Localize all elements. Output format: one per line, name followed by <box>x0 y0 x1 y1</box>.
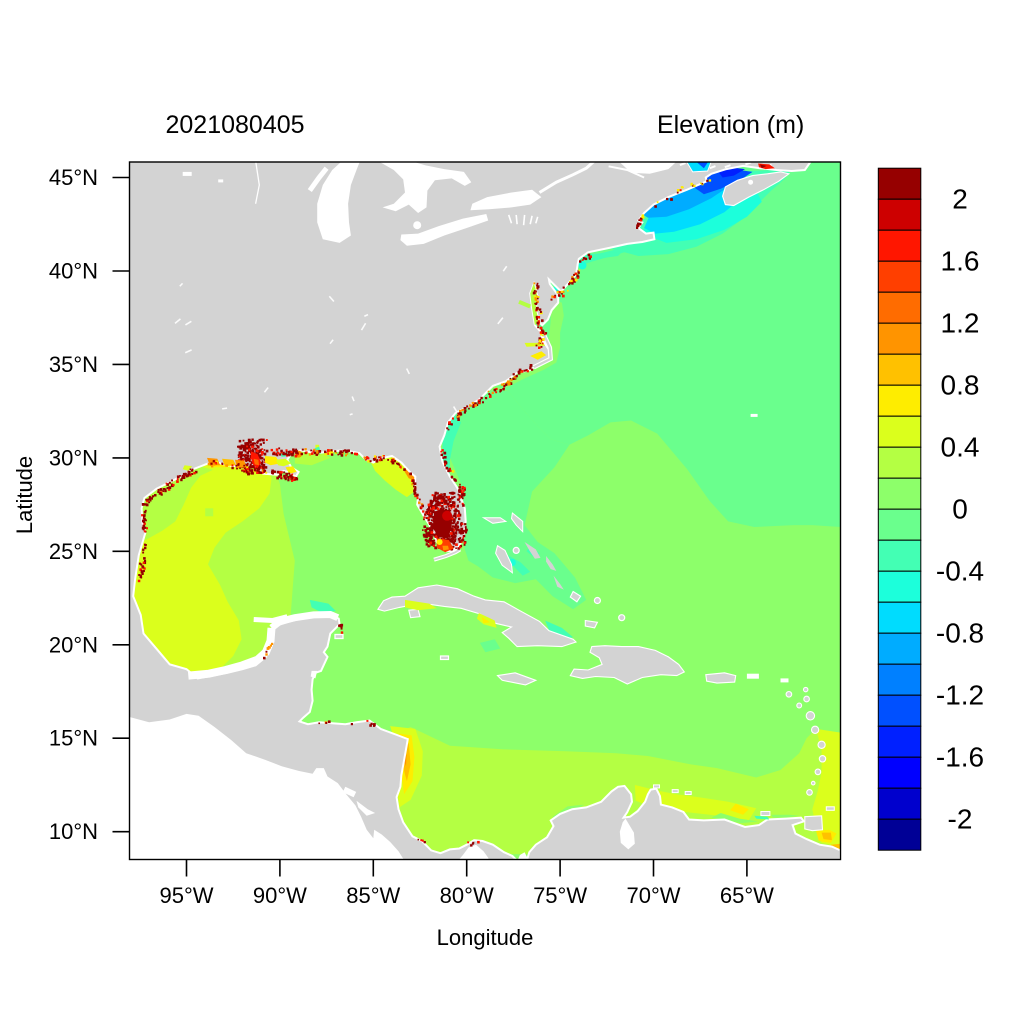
svg-text:65°W: 65°W <box>720 883 774 908</box>
svg-text:2: 2 <box>952 184 968 215</box>
svg-text:-1.6: -1.6 <box>936 742 984 773</box>
svg-text:80°W: 80°W <box>440 883 494 908</box>
svg-text:-2: -2 <box>948 804 973 835</box>
svg-text:35°N: 35°N <box>49 352 98 377</box>
svg-text:90°W: 90°W <box>253 883 307 908</box>
svg-text:0.4: 0.4 <box>941 432 980 463</box>
svg-text:0.8: 0.8 <box>941 370 980 401</box>
svg-text:-1.2: -1.2 <box>936 680 984 711</box>
svg-text:45°N: 45°N <box>49 165 98 190</box>
svg-text:Elevation (m): Elevation (m) <box>657 111 804 139</box>
svg-text:85°W: 85°W <box>346 883 400 908</box>
svg-text:25°N: 25°N <box>49 539 98 564</box>
svg-text:-0.8: -0.8 <box>936 618 984 649</box>
svg-text:Longitude: Longitude <box>437 925 534 950</box>
svg-text:Latitude: Latitude <box>12 456 37 534</box>
svg-text:2021080405: 2021080405 <box>166 111 305 139</box>
svg-text:15°N: 15°N <box>49 726 98 751</box>
svg-text:-0.4: -0.4 <box>936 556 984 587</box>
svg-text:30°N: 30°N <box>49 445 98 470</box>
svg-text:1.2: 1.2 <box>941 308 980 339</box>
svg-text:70°W: 70°W <box>626 883 680 908</box>
svg-text:1.6: 1.6 <box>941 246 980 277</box>
svg-text:0: 0 <box>952 494 968 525</box>
svg-text:40°N: 40°N <box>49 259 98 284</box>
svg-text:75°W: 75°W <box>533 883 587 908</box>
svg-text:20°N: 20°N <box>49 632 98 657</box>
svg-text:10°N: 10°N <box>49 819 98 844</box>
svg-text:95°W: 95°W <box>159 883 213 908</box>
